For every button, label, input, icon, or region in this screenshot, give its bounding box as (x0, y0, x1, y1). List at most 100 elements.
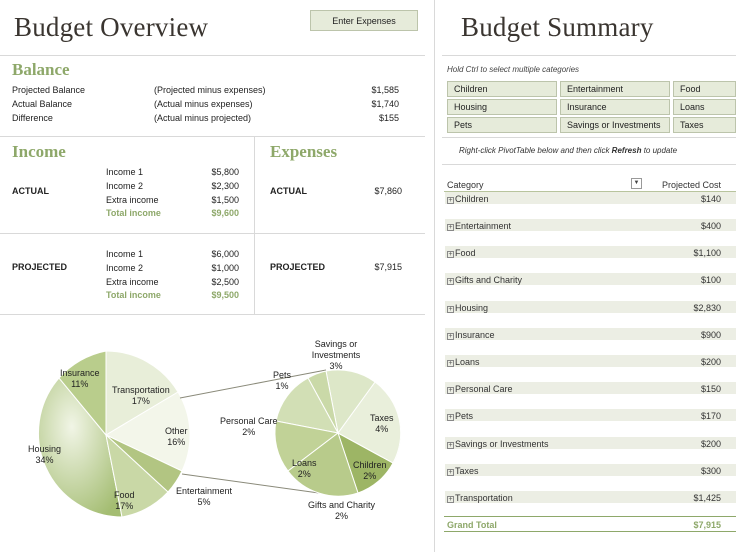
refresh-note-post: to update (641, 146, 678, 155)
grand-total-value: $7,915 (693, 520, 721, 530)
pivot-row-cost: $1,425 (693, 493, 721, 503)
expand-icon[interactable]: + (447, 469, 454, 476)
pie-label-name: Entertainment (176, 486, 233, 496)
expenses-heading: Expenses (270, 142, 338, 161)
expand-icon[interactable]: + (447, 496, 454, 503)
pivot-row[interactable]: + Children (447, 194, 489, 204)
pie-label: Entertainment 5% (176, 486, 232, 508)
income-item-value: $1,000 (211, 263, 239, 273)
income-total-value: $9,500 (211, 290, 239, 300)
slicer-hint: Hold Ctrl to select multiple categories (447, 65, 580, 74)
income-item-name: Income 2 (106, 181, 144, 191)
slicer-entertainment[interactable]: Entertainment (560, 81, 670, 97)
slicer-pets[interactable]: Pets (447, 117, 557, 133)
expand-icon[interactable]: + (447, 442, 454, 449)
subpie-slice-personal-care (275, 377, 339, 434)
pivot-row-cost: $200 (700, 439, 721, 449)
pie-label-name: Transportation (112, 385, 170, 395)
slicer-housing[interactable]: Housing (447, 99, 557, 115)
pivot-row-cost: $170 (700, 411, 721, 421)
refresh-note-pre: Right-click PivotTable below and then cl… (459, 146, 612, 155)
balance-value: $155 (378, 113, 399, 123)
pivot-row-cost: $400 (700, 221, 721, 231)
pivot-row-cost: $300 (700, 466, 721, 476)
pivot-row-cost: $1,100 (693, 248, 721, 258)
pie-label-pct: 16% (167, 437, 186, 447)
subpie-slice-loans (274, 420, 340, 472)
pie-label-pct: 4% (375, 424, 389, 434)
pie-label-name: Personal Care (220, 416, 278, 426)
balance-label: Projected Balance (12, 85, 86, 95)
pie-label-pct: 2% (363, 471, 377, 481)
slicer-taxes[interactable]: Taxes (673, 117, 736, 133)
pie-label: Other 16% (165, 426, 188, 448)
subpie-label: Savings or Investments 3% (308, 339, 364, 372)
balance-heading: Balance (12, 60, 70, 79)
slicer-food[interactable]: Food (673, 81, 736, 97)
pivot-row[interactable]: + Pets (447, 411, 473, 421)
pie-label: Insurance 11% (60, 368, 100, 390)
expand-icon[interactable]: + (447, 414, 454, 421)
slicer-loans[interactable]: Loans (673, 99, 736, 115)
pivot-row-cost: $100 (700, 275, 721, 285)
pie-label-pct: 17% (115, 501, 134, 511)
slicer-children[interactable]: Children (447, 81, 557, 97)
pivot-row[interactable]: + Taxes (447, 466, 479, 476)
pie-label-pct: 11% (71, 379, 89, 389)
subpie-label: Gifts and Charity 2% (308, 500, 375, 522)
expand-icon[interactable]: + (447, 224, 454, 231)
expand-icon[interactable]: + (447, 387, 454, 394)
expand-icon[interactable]: + (447, 197, 454, 204)
expand-icon[interactable]: + (447, 251, 454, 258)
slicer-insurance[interactable]: Insurance (560, 99, 670, 115)
pivot-row-cost: $140 (700, 194, 721, 204)
income-total-label: Total income (106, 208, 161, 218)
pivot-row[interactable]: + Food (447, 248, 476, 258)
pivot-row[interactable]: + Loans (447, 357, 480, 367)
pie-label-name: Pets (273, 370, 292, 380)
expand-icon[interactable]: + (447, 333, 454, 340)
pivot-row-cost: $200 (700, 357, 721, 367)
pie-label-pct: 2% (335, 511, 349, 521)
balance-label: Actual Balance (12, 99, 73, 109)
expenses-projected-label: PROJECTED (270, 262, 326, 272)
expand-icon[interactable]: + (447, 306, 454, 313)
pivot-row[interactable]: + Housing (447, 303, 488, 313)
income-item-value: $2,300 (211, 181, 239, 191)
pie-label-name: Insurance (60, 368, 100, 378)
balance-value: $1,585 (371, 85, 399, 95)
pivot-row[interactable]: + Entertainment (447, 221, 511, 231)
pivot-row[interactable]: + Personal Care (447, 384, 513, 394)
pivot-header-cost: Projected Cost (661, 180, 721, 190)
income-heading: Income (12, 142, 66, 161)
expand-icon[interactable]: + (447, 278, 454, 285)
expense-pie-chart (37, 350, 402, 518)
pie-slice-transportation (105, 350, 179, 436)
overview-title: Budget Overview (14, 12, 209, 42)
income-item-name: Income 1 (106, 249, 144, 259)
pie-label-pct: 2% (242, 427, 256, 437)
enter-expenses-button[interactable]: Enter Expenses (310, 10, 418, 31)
pivot-row[interactable]: + Transportation (447, 493, 513, 503)
expand-icon[interactable]: + (447, 360, 454, 367)
income-item-name: Extra income (106, 277, 159, 287)
pivot-row-category: Gifts and Charity (455, 275, 523, 285)
income-item-value: $5,800 (211, 167, 239, 177)
pie-label-pct: 34% (35, 455, 54, 465)
subpie-label: Children 2% (353, 460, 387, 482)
slicer-savings[interactable]: Savings or Investments (560, 117, 670, 133)
pie-slice-other (104, 391, 191, 472)
pivot-row[interactable]: + Insurance (447, 330, 495, 340)
subpie-label: Taxes 4% (370, 413, 394, 435)
pie-slice-housing (37, 377, 123, 518)
pivot-row[interactable]: + Savings or Investments (447, 439, 549, 449)
filter-dropdown-icon[interactable]: ▼ (631, 178, 642, 189)
summary-title: Budget Summary (461, 12, 654, 42)
balance-formula: (Projected minus expenses) (154, 85, 266, 95)
pivot-row-category: Transportation (455, 493, 513, 503)
pivot-row[interactable]: + Gifts and Charity (447, 275, 522, 285)
subpie-slice-gifts (287, 432, 359, 497)
pie-label: Transportation 17% (112, 385, 170, 407)
income-item-value: $1,500 (211, 195, 239, 205)
pie-label-name: Savings or Investments (311, 339, 361, 360)
